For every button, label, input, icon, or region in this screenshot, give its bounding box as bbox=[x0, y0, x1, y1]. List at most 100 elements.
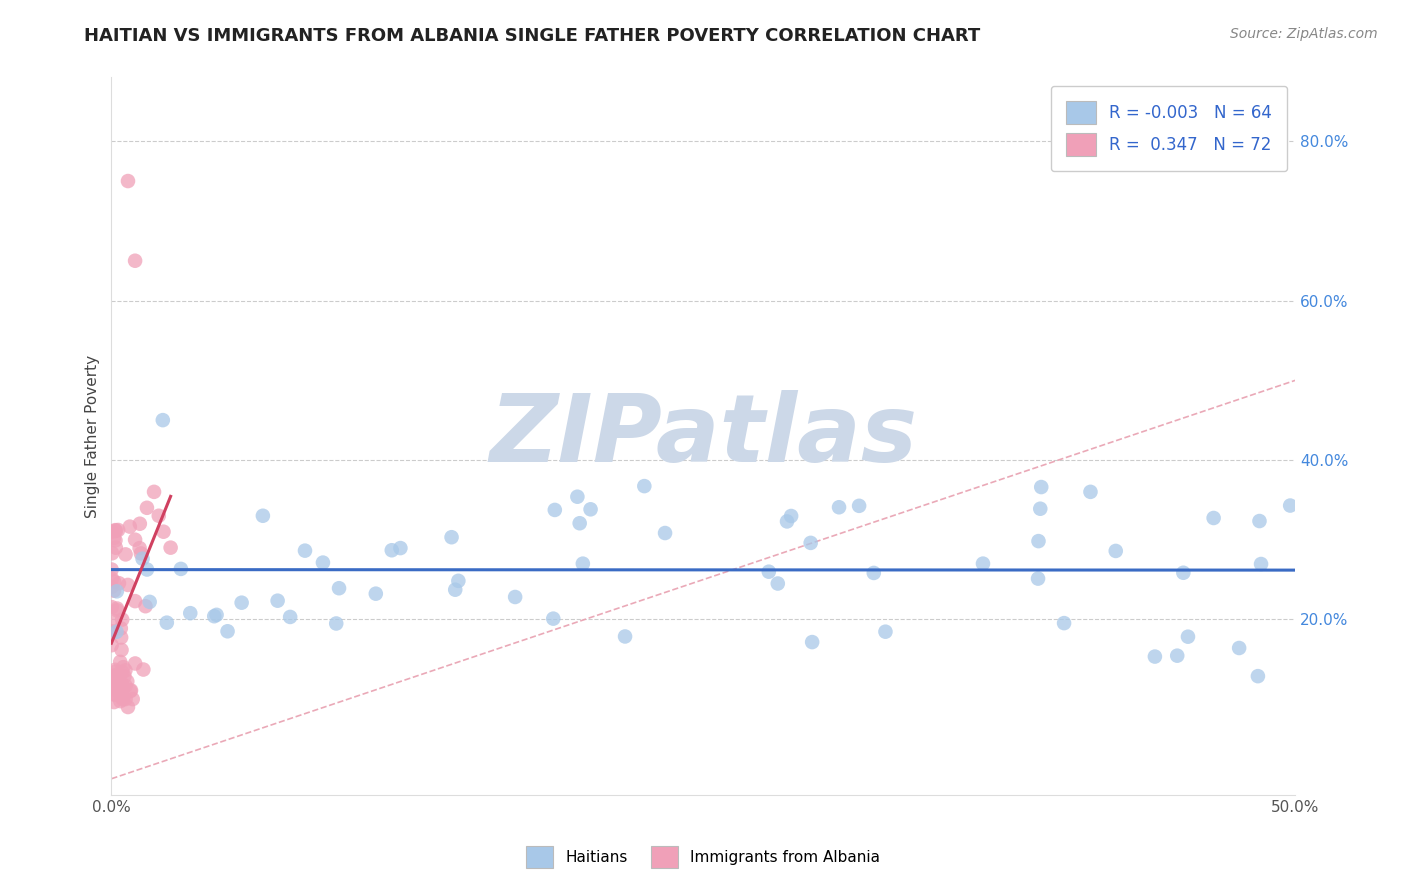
Point bbox=[567, 490, 589, 504]
Point bbox=[205, 607, 228, 622]
Point bbox=[1177, 630, 1199, 644]
Point bbox=[156, 615, 179, 630]
Point bbox=[100, 600, 122, 615]
Point bbox=[110, 631, 132, 645]
Point bbox=[111, 692, 134, 706]
Point bbox=[1143, 649, 1166, 664]
Point bbox=[848, 499, 870, 513]
Point bbox=[579, 502, 602, 516]
Point bbox=[440, 530, 463, 544]
Point bbox=[875, 624, 897, 639]
Point bbox=[654, 526, 676, 541]
Point bbox=[633, 479, 655, 493]
Point bbox=[294, 543, 316, 558]
Point bbox=[1105, 544, 1128, 558]
Point bbox=[1247, 669, 1270, 683]
Point bbox=[105, 601, 128, 615]
Point bbox=[110, 676, 132, 690]
Point bbox=[117, 700, 139, 714]
Point bbox=[312, 556, 335, 570]
Legend: R = -0.003   N = 64, R =  0.347   N = 72: R = -0.003 N = 64, R = 0.347 N = 72 bbox=[1050, 86, 1286, 171]
Point bbox=[100, 638, 122, 652]
Point bbox=[800, 536, 823, 550]
Point bbox=[103, 583, 125, 598]
Point bbox=[101, 669, 124, 683]
Point bbox=[252, 508, 274, 523]
Point bbox=[1080, 484, 1102, 499]
Point bbox=[1279, 499, 1302, 513]
Point bbox=[572, 557, 595, 571]
Point bbox=[179, 606, 201, 620]
Point bbox=[101, 572, 124, 586]
Point bbox=[117, 674, 139, 689]
Point bbox=[124, 594, 146, 608]
Point bbox=[568, 516, 591, 531]
Point bbox=[101, 624, 124, 639]
Point bbox=[104, 614, 127, 628]
Point bbox=[104, 541, 127, 555]
Point bbox=[136, 562, 159, 576]
Point bbox=[217, 624, 239, 639]
Point bbox=[124, 533, 146, 547]
Point bbox=[614, 630, 637, 644]
Point bbox=[103, 671, 125, 685]
Point bbox=[114, 692, 136, 706]
Point bbox=[103, 681, 125, 696]
Point bbox=[100, 672, 122, 686]
Point bbox=[129, 546, 152, 560]
Point bbox=[1166, 648, 1188, 663]
Point bbox=[111, 665, 134, 679]
Point bbox=[117, 578, 139, 592]
Point bbox=[828, 500, 851, 515]
Point bbox=[132, 663, 155, 677]
Point bbox=[112, 660, 135, 674]
Point bbox=[120, 683, 142, 698]
Point bbox=[104, 524, 127, 538]
Point bbox=[1202, 511, 1225, 525]
Point bbox=[103, 688, 125, 702]
Point bbox=[105, 624, 128, 639]
Point bbox=[112, 669, 135, 683]
Point bbox=[110, 643, 132, 657]
Point bbox=[114, 663, 136, 677]
Point bbox=[105, 668, 128, 682]
Point bbox=[766, 576, 789, 591]
Point bbox=[105, 584, 128, 599]
Point bbox=[266, 593, 288, 607]
Point bbox=[120, 684, 142, 698]
Legend: Haitians, Immigrants from Albania: Haitians, Immigrants from Albania bbox=[517, 838, 889, 875]
Point bbox=[503, 590, 526, 604]
Point bbox=[972, 557, 994, 571]
Point bbox=[103, 687, 125, 701]
Point bbox=[105, 603, 128, 617]
Point bbox=[328, 581, 350, 595]
Point bbox=[110, 694, 132, 708]
Point bbox=[111, 613, 134, 627]
Point bbox=[104, 665, 127, 679]
Point bbox=[108, 655, 131, 669]
Point bbox=[112, 691, 135, 706]
Point bbox=[1250, 557, 1272, 571]
Point bbox=[152, 524, 174, 539]
Point bbox=[143, 484, 166, 499]
Point bbox=[101, 679, 124, 693]
Point bbox=[131, 551, 153, 566]
Point bbox=[801, 635, 824, 649]
Point bbox=[103, 695, 125, 709]
Text: ZIPatlas: ZIPatlas bbox=[489, 390, 918, 482]
Point bbox=[543, 612, 565, 626]
Point bbox=[544, 503, 567, 517]
Text: HAITIAN VS IMMIGRANTS FROM ALBANIA SINGLE FATHER POVERTY CORRELATION CHART: HAITIAN VS IMMIGRANTS FROM ALBANIA SINGL… bbox=[84, 27, 980, 45]
Point bbox=[1026, 572, 1049, 586]
Point bbox=[325, 616, 347, 631]
Point bbox=[138, 595, 160, 609]
Point bbox=[128, 516, 150, 531]
Point bbox=[1173, 566, 1195, 580]
Point bbox=[1249, 514, 1271, 528]
Point bbox=[114, 548, 136, 562]
Point bbox=[112, 681, 135, 695]
Text: Source: ZipAtlas.com: Source: ZipAtlas.com bbox=[1230, 27, 1378, 41]
Point bbox=[780, 508, 803, 523]
Point bbox=[758, 565, 780, 579]
Point bbox=[1053, 616, 1076, 631]
